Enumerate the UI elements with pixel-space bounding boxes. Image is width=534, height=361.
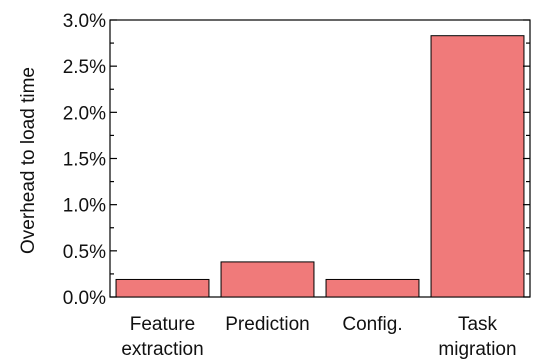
x-category-label: Feature extraction [121, 314, 203, 360]
y-tick-label: 1.0% [63, 196, 106, 217]
bar [116, 279, 209, 297]
bar [431, 36, 524, 297]
bars [116, 36, 524, 297]
y-tick-label: 1.5% [63, 150, 106, 171]
bar [326, 279, 419, 297]
y-tick-label: 3.0% [63, 11, 106, 32]
x-category-label: Config. [342, 314, 402, 335]
y-axis-title: Overhead to load time [18, 67, 39, 254]
y-tick-label: 2.0% [63, 103, 106, 124]
y-tick-label: 0.0% [63, 288, 106, 309]
bar [221, 262, 314, 297]
x-category-label: Task migration [438, 314, 516, 360]
y-tick-label: 2.5% [63, 57, 106, 78]
x-category-label: Prediction [225, 314, 310, 335]
x-axis-labels: Feature extraction Prediction Config. Task mi… [121, 314, 516, 360]
y-tick-label: 0.5% [63, 242, 106, 263]
